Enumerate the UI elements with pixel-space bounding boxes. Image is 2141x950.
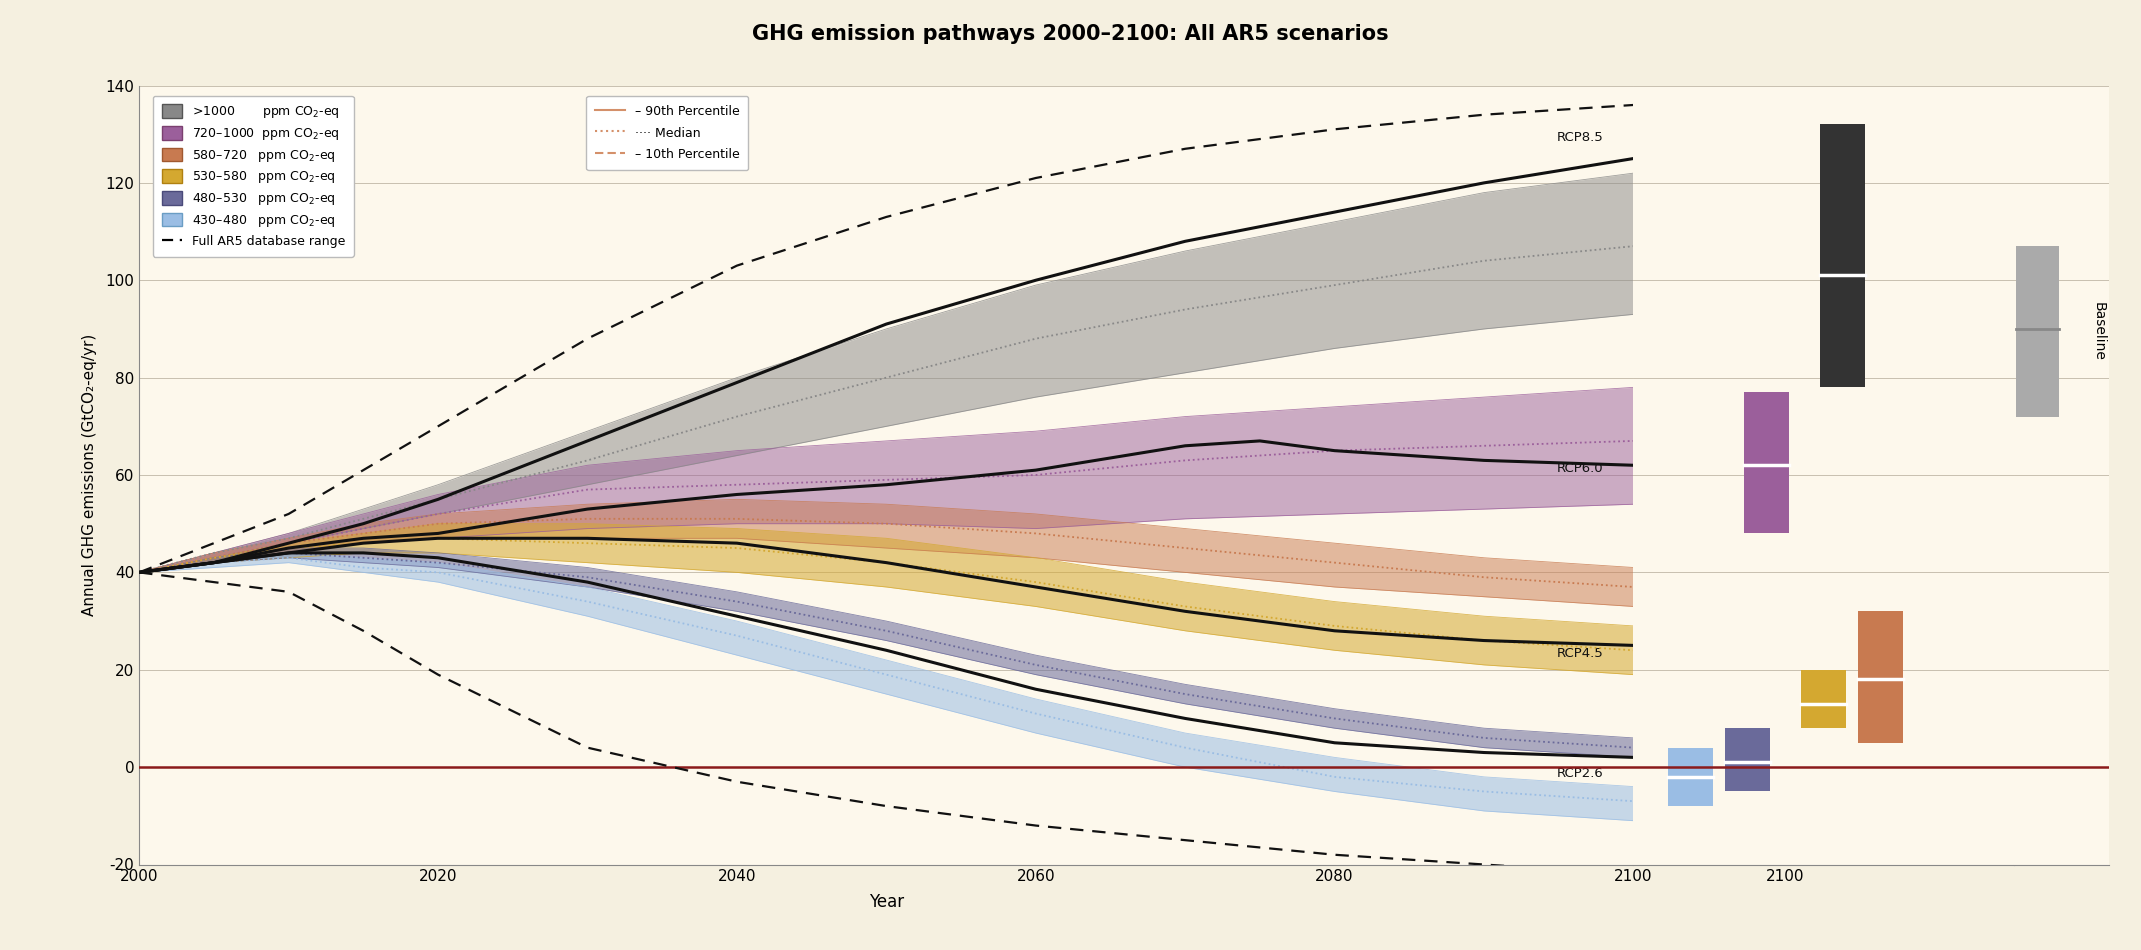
Text: RCP2.6: RCP2.6 bbox=[1557, 768, 1604, 780]
Bar bbox=[1858, 612, 1903, 743]
Bar bbox=[1726, 728, 1771, 791]
Bar bbox=[1801, 670, 1846, 728]
Text: Baseline: Baseline bbox=[2092, 302, 2107, 361]
Bar bbox=[1820, 124, 1865, 388]
Text: GHG emission pathways 2000–2100: All AR5 scenarios: GHG emission pathways 2000–2100: All AR5… bbox=[751, 24, 1390, 44]
Bar bbox=[1668, 748, 1713, 806]
Bar bbox=[1743, 392, 1790, 534]
Text: RCP8.5: RCP8.5 bbox=[1557, 131, 1604, 143]
Text: RCP4.5: RCP4.5 bbox=[1557, 647, 1604, 660]
Text: RCP6.0: RCP6.0 bbox=[1557, 462, 1604, 475]
Y-axis label: Annual GHG emissions (GtCO₂-eq/yr): Annual GHG emissions (GtCO₂-eq/yr) bbox=[81, 333, 96, 617]
Bar bbox=[2017, 246, 2060, 417]
X-axis label: Year: Year bbox=[869, 893, 904, 911]
Legend: – 90th Percentile, ···· Median, – 10th Percentile: – 90th Percentile, ···· Median, – 10th P… bbox=[587, 96, 749, 170]
